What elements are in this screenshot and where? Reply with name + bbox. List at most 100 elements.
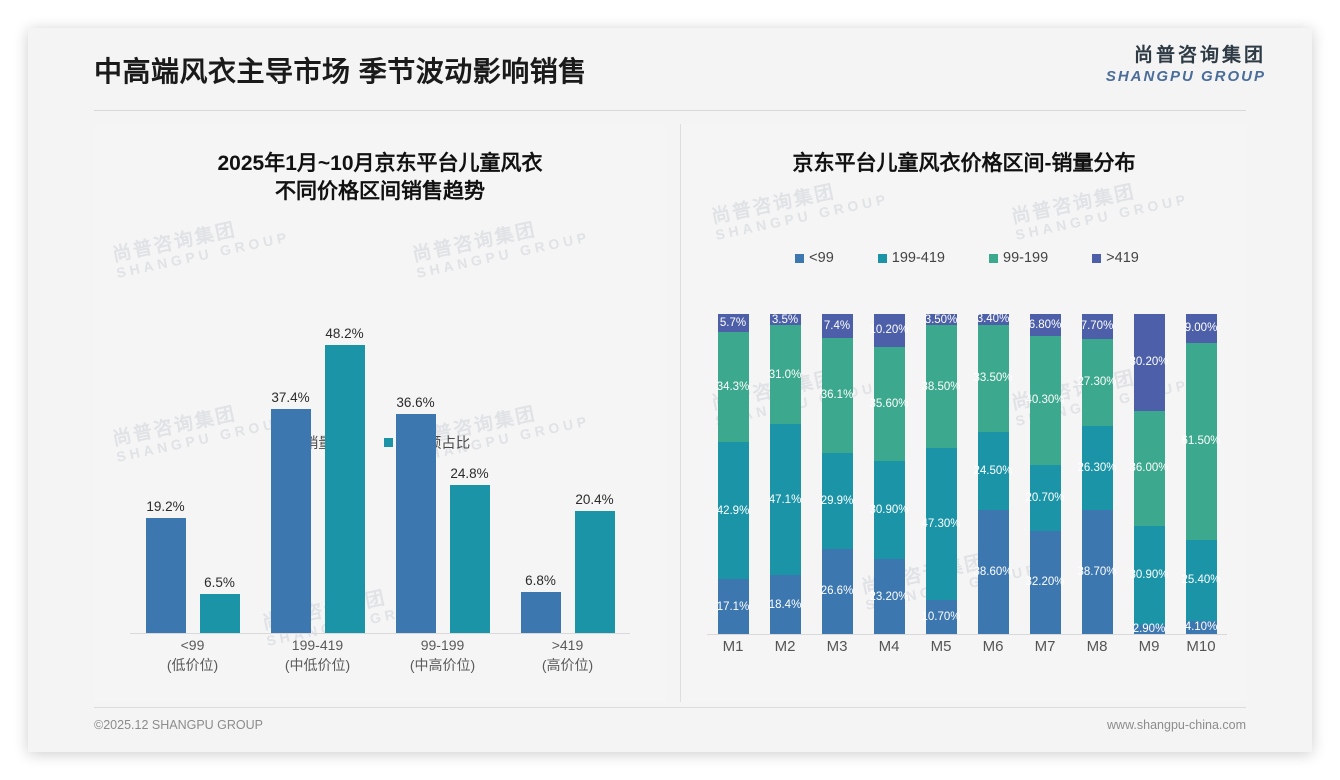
legend-label: >419 <box>1106 250 1139 266</box>
stack-segment-M1-199-419[interactable]: 42.9% <box>717 441 749 580</box>
footer-copyright: ©2025.12 SHANGPU GROUP <box>94 718 263 732</box>
legend-item-3[interactable]: >419 <box>1092 250 1139 266</box>
stack-segment-M6-99-199[interactable]: 33.50% <box>973 324 1013 433</box>
bar-wrapper[interactable]: 19.2% <box>145 499 186 633</box>
bar-wrapper[interactable]: 48.2% <box>324 326 365 633</box>
stack-segment-M1-<99[interactable]: 17.1% <box>716 579 750 634</box>
bar-wrapper[interactable]: 37.4% <box>270 390 311 633</box>
bar->419-销量占比[interactable] <box>520 592 561 633</box>
stack-segment-M4-99-199[interactable]: 35.60% <box>869 346 909 461</box>
x-tick-99-199: 99-199 (中高价位) <box>380 635 505 676</box>
segment-value-label: 36.1% <box>820 389 854 402</box>
legend-item-0[interactable]: <99 <box>795 250 834 266</box>
stack-segment-M9->419[interactable]: 30.20% <box>1129 314 1169 411</box>
stack-segment-M7-<99[interactable]: 32.20% <box>1025 530 1065 634</box>
bar-value-label: 36.6% <box>396 395 435 411</box>
bar-<99-销售额占比[interactable] <box>199 594 240 633</box>
stack-segment-M6-<99[interactable]: 38.60% <box>973 510 1013 634</box>
stack-segment-M8-<99[interactable]: 38.70% <box>1077 510 1117 634</box>
legend-item-2[interactable]: 99-199 <box>989 250 1048 266</box>
header-divider <box>94 110 1246 111</box>
stack-segment-M8-199-419[interactable]: 26.30% <box>1077 425 1117 511</box>
stack-segment-M4->419[interactable]: 10.20% <box>869 314 909 347</box>
stack-segment-M2-99-199[interactable]: 31.0% <box>769 325 801 425</box>
legend-label: 199-419 <box>891 250 945 266</box>
stack-segment-M7-99-199[interactable]: 40.30% <box>1025 335 1065 465</box>
stack-segment-M3->419[interactable]: 7.4% <box>821 314 853 338</box>
footer-website: www.shangpu-china.com <box>1107 718 1246 732</box>
segment-value-label: 9.00% <box>1184 322 1218 335</box>
stack-segment-M2->419[interactable]: 3.5% <box>769 314 801 326</box>
stack-segment-M4-<99[interactable]: 23.20% <box>869 559 909 634</box>
bar-wrapper[interactable]: 36.6% <box>395 395 436 633</box>
segment-value-label: 61.50% <box>1181 435 1221 448</box>
stack-segment-M9-199-419[interactable]: 30.90% <box>1129 525 1169 625</box>
segment-value-label: 20.70% <box>1025 491 1065 504</box>
stack-segment-M4-199-419[interactable]: 30.90% <box>869 460 909 560</box>
segment-value-label: 5.7% <box>719 317 747 330</box>
stack-segment-M2-<99[interactable]: 18.4% <box>769 575 801 634</box>
stack-segment-M9-<99[interactable]: 2.90% <box>1132 623 1166 636</box>
stack-segment-M5-99-199[interactable]: 38.50% <box>921 325 961 449</box>
segment-value-label: 17.1% <box>716 600 750 613</box>
page-title: 中高端风衣主导市场 季节波动影响销售 <box>94 56 587 87</box>
x-tick-M10: M10 <box>1186 638 1216 655</box>
stacked-bar[interactable]: 5.7% 34.3% 42.9% 17.1% <box>716 314 750 634</box>
bar-wrapper[interactable]: 20.4% <box>574 492 615 633</box>
legend-swatch-icon <box>877 253 887 263</box>
bar-group: 6.8% 20.4% <box>505 492 630 633</box>
stack-segment-M8->419[interactable]: 7.70% <box>1081 314 1113 339</box>
stack-segment-M3-99-199[interactable]: 36.1% <box>820 337 854 454</box>
stacked-column-M10: 9.00% 61.50% 25.40% 4.10% <box>1175 314 1227 634</box>
x-tick->419: >419 (高价位) <box>505 635 630 676</box>
bar-199-419-销售额占比[interactable] <box>324 344 365 633</box>
stack-segment-M5->419[interactable]: 3.50% <box>925 314 958 326</box>
stacked-bar[interactable]: 3.5% 31.0% 47.1% 18.4% <box>768 314 802 634</box>
stack-segment-M10->419[interactable]: 9.00% <box>1184 314 1218 343</box>
bar-wrapper[interactable]: 6.8% <box>520 573 561 633</box>
segment-value-label: 10.70% <box>921 610 961 623</box>
stack-segment-M10-99-199[interactable]: 61.50% <box>1181 342 1221 540</box>
stack-segment-M1->419[interactable]: 5.7% <box>717 314 749 333</box>
x-tick-M8: M8 <box>1086 638 1108 655</box>
stacked-bar[interactable]: 10.20% 35.60% 30.90% 23.20% <box>869 314 909 634</box>
bar-wrapper[interactable]: 6.5% <box>199 575 240 633</box>
legend-item-1[interactable]: 199-419 <box>877 250 945 266</box>
bar-99-199-销量占比[interactable] <box>395 414 436 633</box>
right-chart-panel: 尚普咨询集团 SHANGPU GROUP 尚普咨询集团 SHANGPU GROUP … <box>680 124 1247 702</box>
segment-value-label: 2.90% <box>1132 623 1166 636</box>
legend-swatch-icon <box>795 253 805 263</box>
stack-segment-M6->419[interactable]: 3.40% <box>977 313 1010 325</box>
stacked-bar[interactable]: 3.40% 33.50% 24.50% 38.60% <box>973 313 1013 634</box>
stacked-bar[interactable]: 30.20% 36.00% 30.90% 2.90% <box>1129 314 1169 636</box>
stack-segment-M10-<99[interactable]: 4.10% <box>1185 620 1217 634</box>
bar-199-419-销量占比[interactable] <box>270 409 311 633</box>
stack-segment-M5-199-419[interactable]: 47.30% <box>921 448 961 600</box>
stacked-bar[interactable]: 6.80% 40.30% 20.70% 32.20% <box>1025 314 1065 634</box>
stacked-bar[interactable]: 3.50% 38.50% 47.30% 10.70% <box>921 314 961 634</box>
stack-segment-M5-<99[interactable]: 10.70% <box>921 599 961 634</box>
stacked-bar[interactable]: 7.4% 36.1% 29.9% 26.6% <box>820 314 854 634</box>
bar-wrapper[interactable]: 24.8% <box>449 466 490 633</box>
stack-segment-M9-99-199[interactable]: 36.00% <box>1129 410 1169 526</box>
stacked-bar[interactable]: 7.70% 27.30% 26.30% 38.70% <box>1077 314 1117 634</box>
stack-segment-M8-99-199[interactable]: 27.30% <box>1077 338 1117 426</box>
stacked-bar[interactable]: 9.00% 61.50% 25.40% 4.10% <box>1181 314 1221 634</box>
bar->419-销售额占比[interactable] <box>574 510 615 633</box>
bar-99-199-销售额占比[interactable] <box>449 484 490 633</box>
segment-value-label: 38.50% <box>921 380 961 393</box>
stack-segment-M2-199-419[interactable]: 47.1% <box>768 424 802 576</box>
stack-segment-M1-99-199[interactable]: 34.3% <box>717 332 749 442</box>
stack-segment-M6-199-419[interactable]: 24.50% <box>973 432 1013 511</box>
stack-segment-M7->419[interactable]: 6.80% <box>1028 314 1062 336</box>
stack-segment-M3-<99[interactable]: 26.6% <box>821 548 853 634</box>
bar-<99-销量占比[interactable] <box>145 518 186 633</box>
segment-value-label: 26.30% <box>1077 462 1117 475</box>
segment-value-label: 47.1% <box>768 493 802 506</box>
x-tick-sub: (低价位) <box>166 657 219 674</box>
stack-segment-M3-199-419[interactable]: 29.9% <box>821 453 853 549</box>
stack-segment-M7-199-419[interactable]: 20.70% <box>1025 464 1065 531</box>
segment-value-label: 6.80% <box>1028 318 1062 331</box>
segment-value-label: 35.60% <box>869 397 909 410</box>
stack-segment-M10-199-419[interactable]: 25.40% <box>1181 539 1221 621</box>
